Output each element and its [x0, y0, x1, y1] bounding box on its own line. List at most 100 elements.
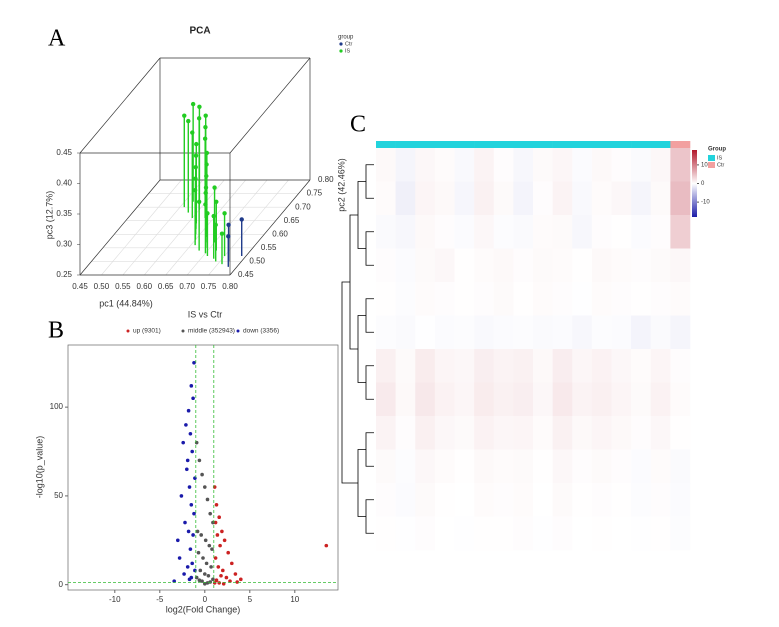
heat-cell [552, 382, 573, 417]
colorbar-tick-label: 10 [701, 162, 708, 168]
heat-cell [474, 483, 495, 517]
heat-cell [415, 483, 436, 517]
heat-cell [493, 148, 514, 182]
heat-cell [591, 181, 612, 216]
grid-line [144, 179, 225, 276]
x-tick-label: 0 [203, 595, 208, 604]
group-bar [395, 141, 416, 148]
heat-cell [493, 449, 514, 484]
heat-cell [611, 315, 632, 350]
heat-cell [533, 315, 553, 350]
x-tick-label: 0.50 [94, 282, 110, 291]
heat-cell [493, 181, 514, 216]
panel-label: B [48, 318, 64, 344]
heat-cell [591, 148, 612, 182]
heat-cell [533, 416, 553, 450]
heat-cell [533, 282, 553, 316]
legend-label: up (9301) [133, 328, 161, 335]
heat-cell [454, 315, 475, 350]
heat-cell [631, 315, 652, 350]
point [201, 556, 205, 560]
heat-cell [454, 181, 475, 216]
heat-cell [670, 215, 691, 249]
group-bar [611, 141, 632, 148]
heat-cell [454, 248, 475, 283]
heat-cell [611, 181, 632, 216]
point [203, 124, 208, 130]
heat-cell [650, 349, 671, 383]
heat-cell [591, 483, 612, 517]
point [183, 520, 187, 525]
group-bar [376, 141, 396, 148]
point [204, 150, 210, 156]
colorbar [692, 150, 697, 217]
colorbar-tick-label: 0 [701, 181, 705, 187]
x-tick-label: 0.80 [222, 282, 238, 291]
plot-frame [67, 344, 339, 591]
point [239, 217, 244, 222]
panel-label: A [48, 26, 66, 52]
box-edge [229, 57, 311, 154]
heat-cell [533, 181, 553, 216]
point [196, 199, 202, 204]
point [188, 547, 193, 551]
heat-cell [493, 382, 514, 417]
heat-cell [493, 483, 514, 517]
heat-cell [434, 315, 455, 350]
heat-cell [434, 181, 455, 216]
point [176, 538, 180, 543]
point [211, 213, 216, 219]
point [192, 188, 198, 193]
heat-cell [533, 248, 553, 283]
heat-cell [611, 382, 632, 417]
heat-cell [376, 282, 396, 316]
point [193, 153, 199, 158]
heat-cell [631, 416, 652, 450]
legend-title: group [338, 35, 354, 41]
point [204, 162, 209, 167]
heat-cell [611, 248, 632, 283]
heat-cell [670, 315, 691, 350]
point [217, 581, 221, 585]
point [179, 494, 184, 498]
heat-cell [434, 449, 455, 484]
heat-cell [513, 248, 534, 283]
heat-cell [631, 349, 652, 383]
x-tick-label: -10 [109, 595, 121, 604]
heat-cell [474, 416, 495, 450]
heat-cell [415, 382, 436, 417]
dendrogram [357, 449, 366, 517]
heat-cell [631, 248, 652, 283]
heat-cell [415, 315, 436, 350]
heat-cell [670, 349, 691, 383]
heat-cell [454, 148, 475, 182]
heat-cell [611, 215, 632, 249]
heat-cell [611, 282, 632, 316]
z-tick-label: 0.25 [56, 270, 72, 279]
point [189, 384, 194, 388]
heat-cell [434, 215, 455, 249]
point [185, 458, 190, 463]
heat-cell [611, 483, 632, 517]
box-edge [229, 179, 311, 276]
point [217, 515, 221, 520]
point [206, 573, 211, 578]
point [221, 581, 226, 586]
heat-cell [376, 148, 396, 182]
legend-label: IS [717, 155, 723, 161]
heat-cell [591, 215, 612, 249]
point [192, 511, 196, 516]
heat-cell [454, 416, 475, 450]
y-axis-label: pc2 (42.46%) [336, 158, 346, 212]
point [203, 190, 208, 196]
point [213, 222, 218, 228]
heat-cell [376, 483, 396, 517]
heat-cell [415, 416, 436, 450]
heat-cell [474, 315, 495, 350]
legend-label: Ctr [717, 162, 725, 168]
dendrogram [365, 432, 374, 467]
dendrogram [357, 315, 366, 383]
colorbar-tick-label: -10 [701, 200, 710, 206]
y-axis-label: -log10(p_value) [34, 436, 44, 499]
point [212, 185, 217, 190]
